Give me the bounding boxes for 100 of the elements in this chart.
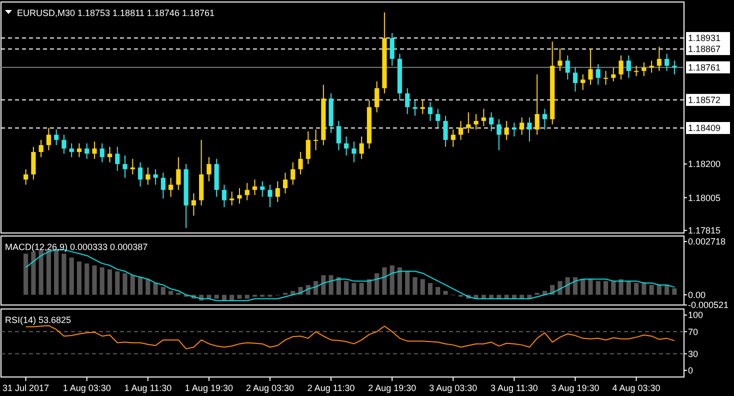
candlestick: [282, 172, 288, 194]
candlestick: [314, 129, 318, 151]
candlestick: [420, 100, 425, 115]
candlestick: [115, 146, 120, 172]
bar: [352, 283, 356, 295]
bar: [611, 281, 616, 295]
candlestick: [603, 70, 608, 86]
bar: [405, 271, 410, 295]
bar: [115, 271, 120, 295]
candlestick: [450, 129, 456, 148]
candlestick: [268, 184, 272, 208]
bar: [390, 265, 394, 295]
bar: [122, 273, 128, 295]
bar: [100, 267, 104, 295]
candlestick: [496, 118, 502, 151]
y-tick-label: 0.002718: [688, 236, 726, 247]
bar: [328, 275, 334, 295]
bar: [374, 273, 380, 295]
candlestick: [656, 46, 662, 72]
candlestick: [306, 130, 310, 165]
candlestick: [146, 166, 150, 186]
candlestick: [565, 54, 570, 80]
bar: [84, 263, 90, 295]
candlestick: [634, 65, 639, 77]
text: MACD(12,26,9) 0.000333 0.000387: [5, 242, 148, 252]
candlestick: [527, 117, 532, 142]
line-series: [25, 325, 675, 350]
x-tick-label: 31 Jul 2017: [2, 383, 50, 393]
candlestick: [153, 168, 158, 186]
ref-line-label: 1.18761: [688, 62, 721, 72]
bar: [359, 283, 364, 295]
bar: [603, 281, 608, 295]
bar: [443, 290, 448, 295]
candlestick: [504, 120, 509, 140]
candlestick: [54, 129, 59, 146]
x-tick-label: 3 Aug 19:30: [551, 383, 600, 393]
candlestick: [222, 184, 227, 208]
bar: [656, 284, 662, 295]
bar: [62, 254, 66, 295]
candlestick: [252, 179, 258, 196]
candlestick: [84, 142, 90, 160]
bar: [626, 281, 631, 295]
bar: [596, 281, 600, 295]
bar: [76, 261, 82, 295]
candlestick: [92, 141, 97, 160]
ref-line-label: 1.18409: [688, 123, 721, 134]
candlestick: [618, 54, 624, 80]
candlestick: [466, 112, 471, 134]
candlestick: [191, 192, 196, 216]
x-tick-label: 4 Aug 03:30: [612, 383, 660, 393]
candlestick: [436, 108, 440, 128]
bar: [580, 279, 586, 295]
candlestick: [100, 142, 104, 163]
bar: [31, 252, 36, 295]
candlestick: [168, 177, 174, 198]
bar: [160, 286, 166, 295]
candlestick: [237, 188, 242, 204]
y-tick-label: 30: [688, 348, 698, 359]
x-tick-label: 3 Aug 11:30: [490, 383, 538, 393]
candlestick: [443, 115, 448, 148]
bar: [420, 279, 425, 295]
candlestick: [489, 112, 494, 132]
candlestick: [359, 136, 364, 160]
y-tick-label: 0: [688, 366, 694, 376]
candlestick: [176, 156, 181, 190]
bar: [146, 279, 150, 295]
candlestick: [244, 182, 250, 201]
candlestick: [642, 62, 646, 77]
bar: [672, 288, 677, 295]
candlestick: [580, 74, 586, 90]
candlestick: [290, 162, 296, 186]
candlestick: [626, 54, 631, 78]
text: RSI(14) 53.6825: [5, 315, 72, 325]
bar: [412, 277, 418, 295]
bar: [69, 258, 74, 295]
bar: [153, 283, 158, 295]
candlestick: [481, 108, 486, 127]
bar: [336, 277, 341, 295]
x-tick-label: 1 Aug 03:30: [62, 383, 111, 393]
bar: [588, 279, 593, 295]
candlestick: [428, 101, 433, 122]
bar: [237, 294, 242, 299]
bar: [130, 275, 135, 295]
bar: [24, 254, 28, 295]
candlestick: [275, 180, 280, 202]
x-tick-label: 2 Aug 03:30: [246, 383, 294, 393]
text: EURUSD,M30 1.18753 1.18811 1.18746 1.18761: [17, 8, 214, 18]
bar: [138, 277, 143, 295]
candlestick: [412, 100, 418, 116]
y-tick-label: -0.000521: [688, 300, 729, 310]
bar: [107, 269, 112, 295]
bar: [397, 267, 402, 295]
candlestick: [69, 142, 74, 158]
candlestick: [160, 172, 166, 200]
y-tick-label: 1.18005: [688, 192, 721, 203]
candlestick: [62, 134, 66, 154]
candlestick: [611, 67, 616, 82]
bar: [366, 279, 372, 295]
candlestick: [352, 141, 356, 163]
candlestick: [520, 117, 524, 136]
